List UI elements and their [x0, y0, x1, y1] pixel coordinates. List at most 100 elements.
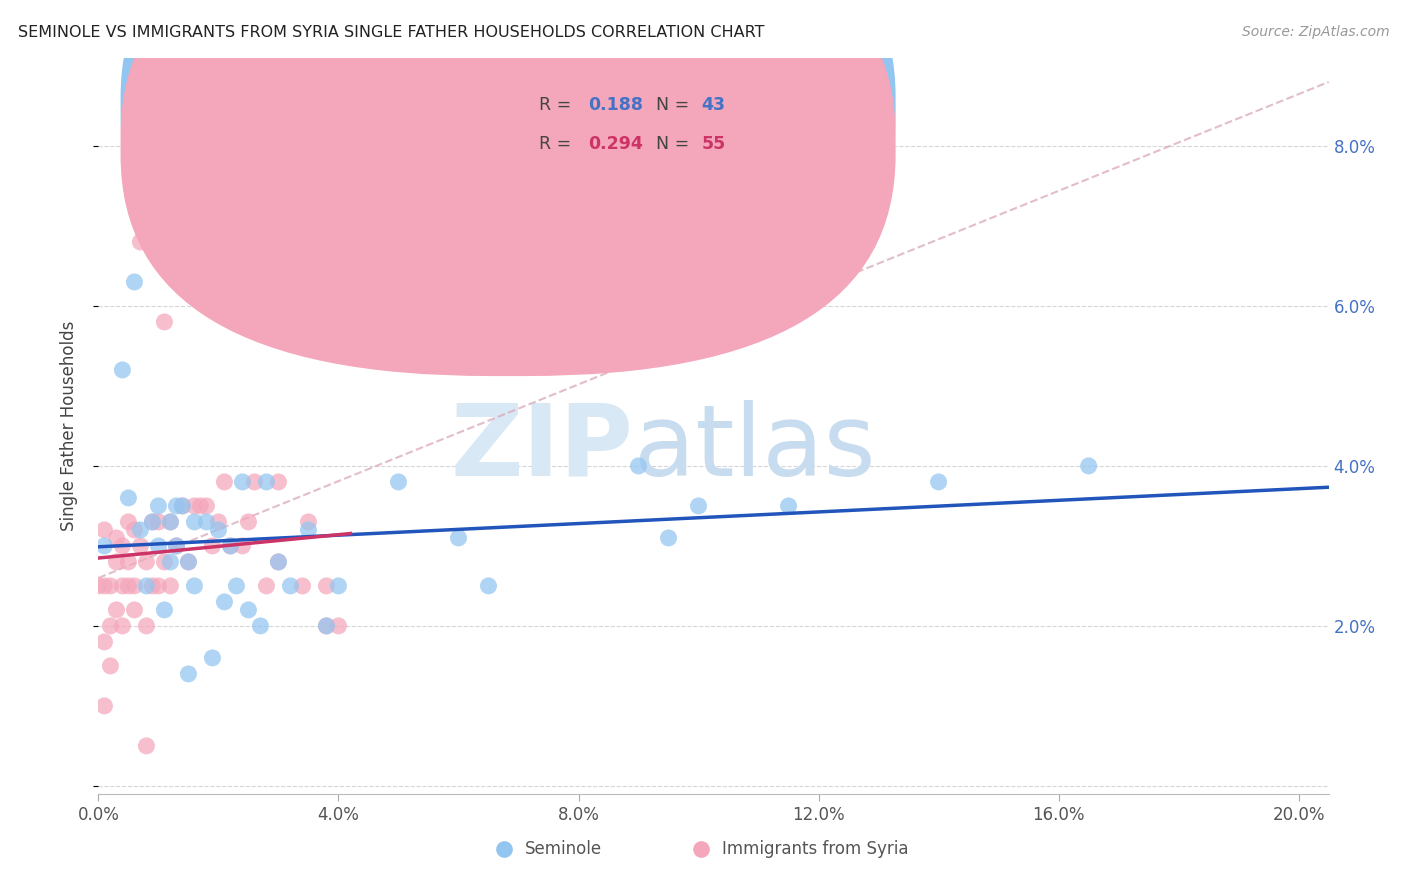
Point	[159, 515, 181, 529]
Point	[238, 603, 260, 617]
Point	[135, 579, 157, 593]
Point	[111, 579, 134, 593]
Text: 0.294: 0.294	[588, 135, 643, 153]
Point	[172, 499, 194, 513]
Point	[135, 555, 157, 569]
Point	[183, 499, 205, 513]
Point	[231, 539, 253, 553]
Point	[100, 619, 122, 633]
Point	[124, 579, 146, 593]
Point	[100, 659, 122, 673]
Point	[117, 555, 139, 569]
Point	[117, 491, 139, 505]
Point	[315, 619, 337, 633]
Point	[100, 579, 122, 593]
Point	[87, 579, 110, 593]
Point	[183, 579, 205, 593]
Point	[447, 531, 470, 545]
Point	[117, 515, 139, 529]
Point	[135, 194, 157, 209]
Point	[778, 499, 800, 513]
Text: Source: ZipAtlas.com: Source: ZipAtlas.com	[1241, 25, 1389, 39]
Point	[243, 475, 266, 489]
Point	[135, 739, 157, 753]
Point	[111, 539, 134, 553]
Point	[124, 523, 146, 537]
Point	[93, 698, 115, 713]
Point	[148, 539, 170, 553]
Point	[207, 515, 229, 529]
Point	[477, 579, 499, 593]
Point	[297, 515, 319, 529]
Point	[111, 619, 134, 633]
Point	[129, 523, 152, 537]
Point	[105, 531, 128, 545]
Point	[219, 539, 242, 553]
Point	[129, 539, 152, 553]
Text: R =: R =	[538, 135, 576, 153]
Point	[93, 635, 115, 649]
Point	[1077, 458, 1099, 473]
Point	[256, 475, 278, 489]
Point	[627, 458, 650, 473]
Point	[267, 475, 290, 489]
Point	[177, 666, 200, 681]
Point	[195, 515, 218, 529]
Point	[177, 555, 200, 569]
Point	[117, 579, 139, 593]
Point	[315, 579, 337, 593]
Point	[214, 475, 236, 489]
FancyBboxPatch shape	[121, 0, 896, 376]
Text: 43: 43	[702, 96, 725, 114]
Point	[688, 499, 710, 513]
Point	[280, 579, 302, 593]
Point	[315, 619, 337, 633]
Point	[256, 579, 278, 593]
Point	[165, 499, 187, 513]
Point	[328, 579, 350, 593]
Text: Seminole: Seminole	[526, 840, 602, 858]
Point	[153, 603, 176, 617]
Point	[124, 603, 146, 617]
Point	[159, 579, 181, 593]
Point	[172, 499, 194, 513]
Point	[159, 515, 181, 529]
Point	[111, 363, 134, 377]
Point	[328, 619, 350, 633]
Point	[105, 555, 128, 569]
Point	[148, 579, 170, 593]
Text: 55: 55	[702, 135, 725, 153]
Point	[657, 531, 679, 545]
Point	[249, 619, 271, 633]
Point	[153, 555, 176, 569]
Text: R =: R =	[538, 96, 576, 114]
Point	[928, 475, 950, 489]
Text: atlas: atlas	[634, 400, 875, 497]
Point	[135, 619, 157, 633]
Point	[141, 515, 163, 529]
Point	[129, 235, 152, 249]
Point	[105, 603, 128, 617]
Point	[177, 555, 200, 569]
Point	[297, 523, 319, 537]
Text: 0.188: 0.188	[588, 96, 643, 114]
Point	[153, 315, 176, 329]
Point	[165, 539, 187, 553]
Point	[214, 595, 236, 609]
Text: SEMINOLE VS IMMIGRANTS FROM SYRIA SINGLE FATHER HOUSEHOLDS CORRELATION CHART: SEMINOLE VS IMMIGRANTS FROM SYRIA SINGLE…	[18, 25, 765, 40]
Point	[124, 275, 146, 289]
Point	[219, 539, 242, 553]
FancyBboxPatch shape	[121, 0, 896, 338]
Point	[201, 651, 224, 665]
Point	[195, 499, 218, 513]
Y-axis label: Single Father Households: Single Father Households	[59, 321, 77, 531]
Point	[93, 523, 115, 537]
Point	[190, 499, 212, 513]
Point	[207, 523, 229, 537]
Point	[93, 579, 115, 593]
Point	[165, 539, 187, 553]
Point	[159, 555, 181, 569]
Point	[183, 515, 205, 529]
Text: N =: N =	[655, 96, 695, 114]
Point	[148, 515, 170, 529]
